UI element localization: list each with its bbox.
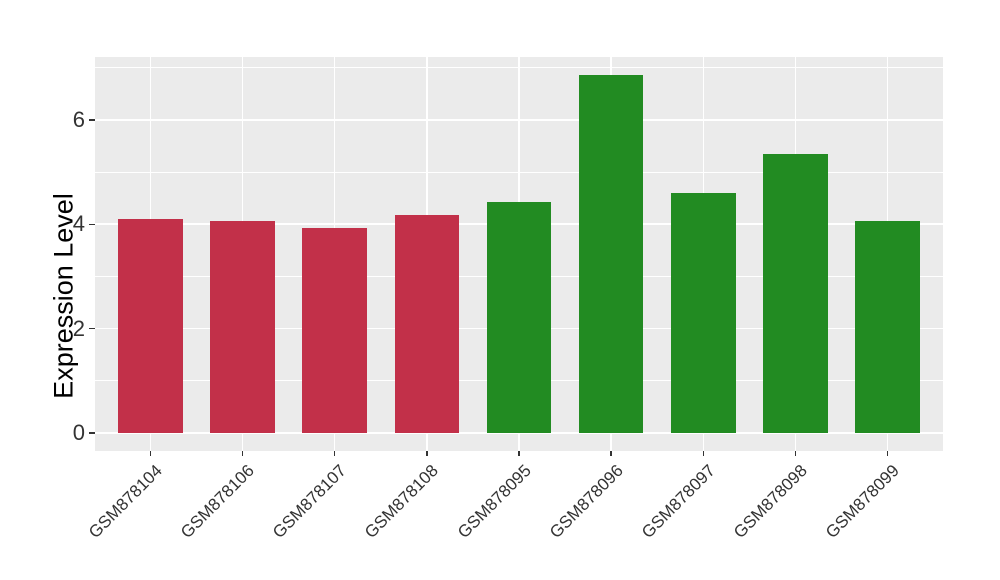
bar-GSM878104 bbox=[118, 219, 183, 433]
y-tick-label: 6 bbox=[72, 107, 85, 133]
bar-GSM878097 bbox=[671, 192, 736, 433]
bar-GSM878106 bbox=[210, 221, 275, 433]
x-tick-mark bbox=[426, 451, 428, 456]
x-tick-label: GSM878095 bbox=[453, 461, 535, 542]
x-tick-label: GSM878107 bbox=[269, 461, 351, 542]
y-tick-mark bbox=[89, 223, 95, 226]
x-tick-label: GSM878098 bbox=[730, 461, 811, 542]
y-tick-mark bbox=[89, 327, 95, 330]
x-tick-label: GSM878106 bbox=[176, 461, 258, 542]
x-tick-label: GSM878104 bbox=[84, 461, 166, 542]
bar-GSM878098 bbox=[763, 153, 828, 433]
x-tick-mark bbox=[149, 451, 152, 456]
bar-GSM878096 bbox=[578, 74, 644, 433]
y-tick-mark bbox=[89, 119, 95, 121]
plot-panel: 0 2 4 6 GSM878104 GSM878106 GSM878107 GSM878108… bbox=[73, 57, 943, 542]
x-tick-mark bbox=[610, 451, 612, 456]
x-tick-label: GSM878099 bbox=[822, 461, 904, 542]
y-tick-label: 4 bbox=[72, 211, 85, 237]
x-tick-mark bbox=[702, 451, 705, 456]
x-tick-mark bbox=[518, 451, 520, 456]
bar-GSM878107 bbox=[302, 227, 367, 433]
x-tick-label: GSM878108 bbox=[361, 461, 443, 542]
y-tick-label: 0 bbox=[72, 419, 85, 445]
x-tick-mark bbox=[333, 451, 336, 456]
bar-GSM878095 bbox=[486, 201, 552, 433]
y-tick-label: 2 bbox=[72, 315, 85, 341]
y-tick-mark bbox=[89, 432, 95, 434]
x-tick-label: GSM878097 bbox=[637, 461, 719, 542]
x-tick-mark bbox=[794, 451, 797, 456]
x-tick-mark bbox=[886, 451, 889, 456]
bar-GSM878099 bbox=[855, 221, 920, 433]
x-tick-mark bbox=[241, 451, 244, 456]
bar-GSM878108 bbox=[394, 214, 460, 433]
x-tick-label: GSM878096 bbox=[545, 461, 627, 542]
